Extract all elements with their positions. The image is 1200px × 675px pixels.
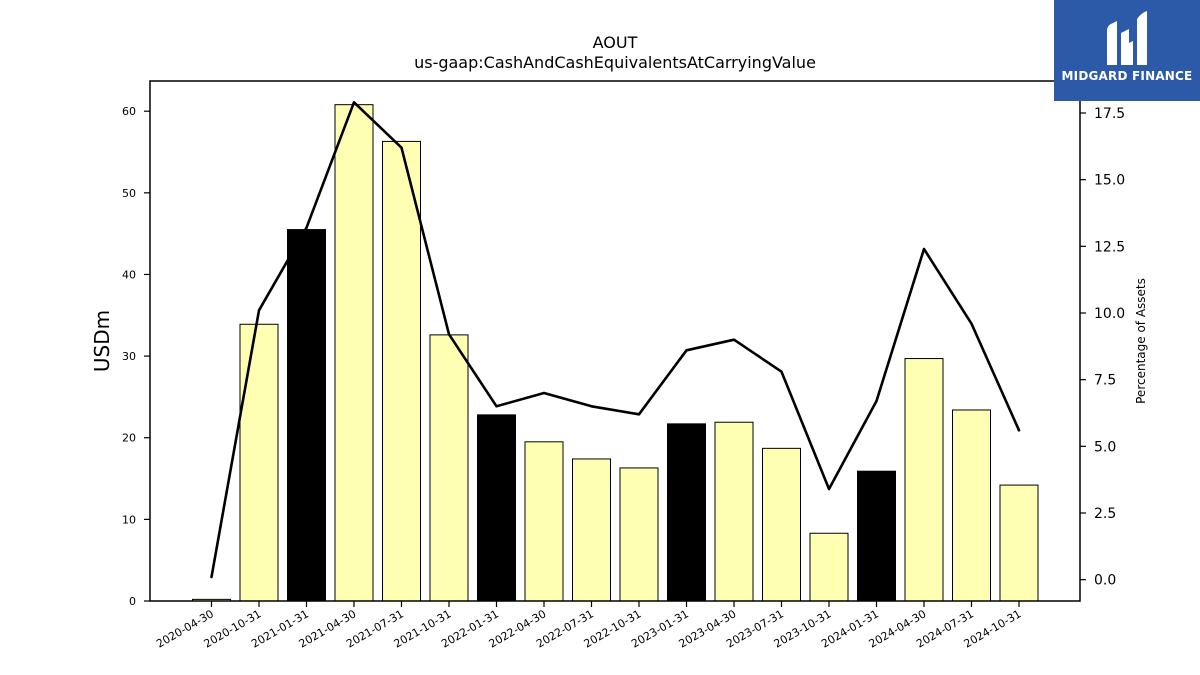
bars-group (192, 104, 1039, 602)
right-tick-label-15: 15.0 (1094, 173, 1125, 189)
left-tick-label-40: 40 (122, 268, 136, 281)
plot-frame (149, 80, 1081, 602)
bar-2023-10-31 (809, 532, 849, 602)
left-tick-label-10: 10 (122, 513, 136, 526)
bar-2023-07-31 (762, 447, 801, 602)
right-tick-label-12.5: 12.5 (1094, 239, 1125, 255)
left-axis: 0 10 20 30 40 50 60 (122, 105, 150, 608)
left-tick-label-50: 50 (122, 187, 136, 200)
right-tick-label-17.5: 17.5 (1094, 106, 1125, 122)
bar-2021-04-30 (334, 104, 374, 602)
bar-2023-01-31 (667, 423, 706, 602)
bar-2021-07-31 (382, 140, 421, 602)
right-axis: 0.0 2.5 5.0 7.5 10.0 12.5 15.0 17.5 (1080, 106, 1125, 589)
bar-2024-01-31 (857, 470, 896, 602)
percentage-line (210, 101, 1021, 579)
right-tick-label-2.5: 2.5 (1094, 506, 1116, 522)
bar-2022-10-31 (619, 467, 659, 602)
bar-2022-01-31 (477, 414, 516, 602)
bar-2024-10-31 (999, 484, 1039, 602)
right-tick-label-5: 5.0 (1094, 439, 1116, 455)
chart-subtitle: us-gaap:CashAndCashEquivalentsAtCarrying… (414, 53, 816, 72)
left-tick-label-30: 30 (122, 350, 136, 363)
bar-2021-01-31 (287, 229, 326, 602)
logo-mark-icon (1107, 11, 1147, 65)
bar-2021-10-31 (429, 334, 469, 602)
y-axis-label: USDm (90, 310, 114, 372)
right-tick-label-10: 10.0 (1094, 306, 1125, 322)
bar-2022-07-31 (572, 458, 611, 602)
bar-2024-07-31 (952, 409, 991, 602)
bar-2020-10-31 (239, 323, 279, 602)
left-tick-label-60: 60 (122, 105, 136, 118)
left-tick-label-0: 0 (129, 595, 136, 608)
bar-2022-04-30 (524, 441, 564, 602)
right-tick-label-0: 0.0 (1094, 573, 1116, 589)
logo-text: MIDGARD FINANCE (1061, 69, 1193, 83)
y2-axis-label: Percentage of Assets (1134, 278, 1148, 404)
x-axis: 2020-04-302020-10-312021-01-312021-04-30… (154, 601, 1024, 651)
line-group (210, 101, 1021, 579)
right-tick-label-7.5: 7.5 (1094, 373, 1116, 389)
left-tick-label-20: 20 (122, 432, 136, 445)
bar-2023-04-30 (714, 421, 754, 602)
bar-2024-04-30 (904, 358, 944, 602)
midgard-finance-logo: MIDGARD FINANCE (1054, 0, 1200, 101)
chart-title: AOUT (593, 33, 638, 52)
